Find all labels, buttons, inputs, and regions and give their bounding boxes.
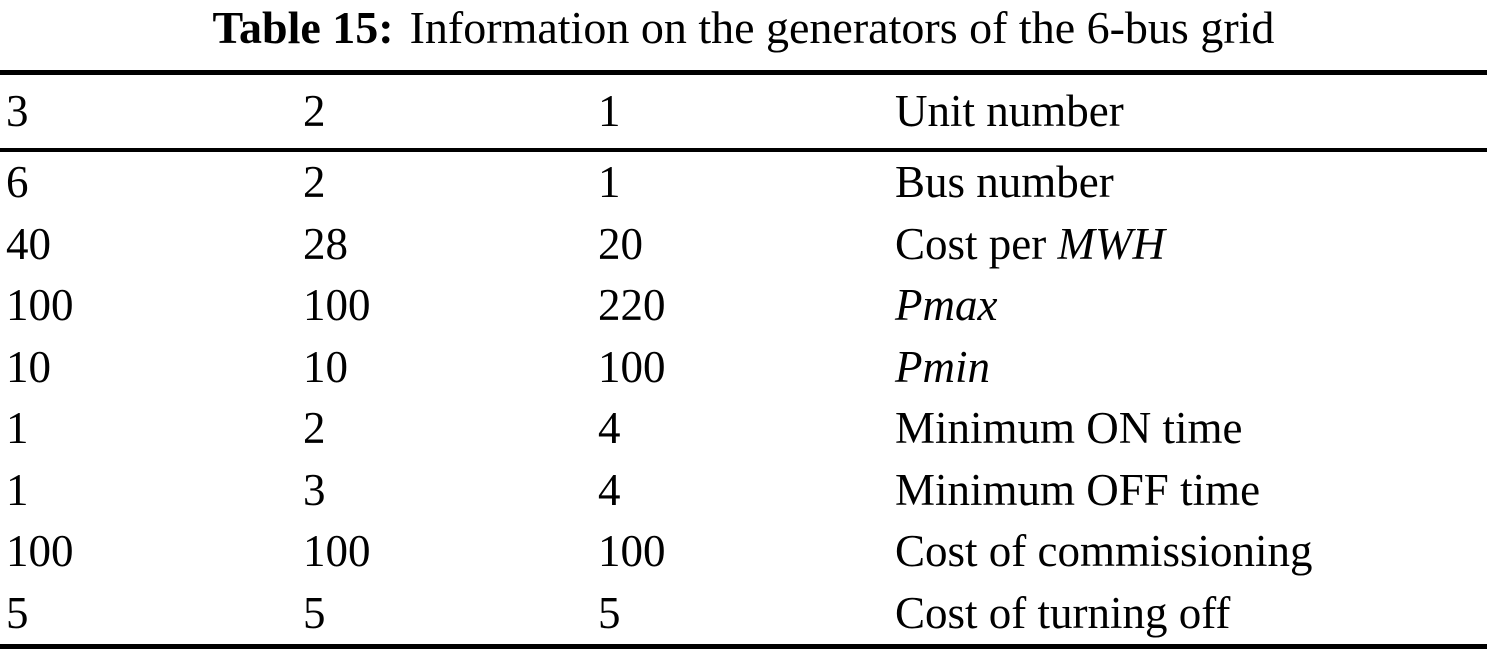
row-label: Cost of turning off [889, 587, 1487, 638]
unit3-value: 10 [6, 341, 51, 392]
table-row: 10 10 100 Pmin [0, 337, 1487, 399]
table-header-rule [0, 148, 1487, 152]
row-label: Pmax [889, 283, 1487, 328]
unit2-value: 2 [303, 403, 326, 454]
table-row: 40 28 20 Cost per MWH [0, 214, 1487, 276]
unit1-value: 5 [598, 587, 621, 638]
unit3-value: 100 [6, 526, 74, 577]
unit1-value: 4 [598, 464, 621, 515]
table-caption: Table 15: Information on the generators o… [0, 2, 1487, 55]
unit1-value: 100 [598, 341, 666, 392]
row-label-italic: Pmin [895, 341, 990, 392]
unit2-value: 100 [303, 526, 371, 577]
header-row-label: Unit number [895, 86, 1124, 136]
header-unit1-value: 1 [598, 86, 621, 136]
table-row: 100 100 220 Pmax [0, 275, 1487, 337]
table-header-row: 3 2 1 Unit number [0, 75, 1487, 148]
unit2-value: 5 [303, 587, 326, 638]
row-label: Bus number [889, 160, 1487, 205]
unit2-value: 28 [303, 218, 348, 269]
row-label-italic: MWH [1057, 218, 1165, 269]
row-label-roman: Minimum ON time [895, 403, 1243, 454]
table-top-rule [0, 70, 1487, 75]
row-label-roman: Bus number [895, 157, 1114, 208]
unit1-value: 4 [598, 403, 621, 454]
header-unit2-value: 2 [303, 86, 326, 136]
generators-table: 3 2 1 Unit number 6 2 1 Bus number 40 28… [0, 70, 1487, 649]
row-label-roman: Cost of turning off [895, 587, 1231, 638]
header-unit3-value: 3 [6, 86, 29, 136]
unit2-value: 10 [303, 341, 348, 392]
unit1-value: 220 [598, 280, 666, 331]
unit3-value: 1 [6, 464, 29, 515]
unit1-value: 100 [598, 526, 666, 577]
table-row: 1 2 4 Minimum ON time [0, 398, 1487, 460]
row-label-roman: Minimum OFF time [895, 464, 1261, 515]
table-row: 5 5 5 Cost of turning off [0, 583, 1487, 645]
unit1-value: 1 [598, 157, 621, 208]
unit2-value: 2 [303, 157, 326, 208]
unit1-value: 20 [598, 218, 643, 269]
row-label-roman: Cost of commissioning [895, 526, 1313, 577]
table-row: 100 100 100 Cost of commissioning [0, 521, 1487, 583]
table-row: 6 2 1 Bus number [0, 152, 1487, 214]
table-caption-number: Table 15: [212, 2, 394, 53]
row-label: Minimum ON time [889, 406, 1487, 451]
row-label-italic: Pmax [895, 280, 998, 331]
unit3-value: 6 [6, 157, 29, 208]
table-bottom-rule [0, 644, 1487, 649]
unit3-value: 100 [6, 280, 74, 331]
unit2-value: 100 [303, 280, 371, 331]
table-row: 1 3 4 Minimum OFF time [0, 460, 1487, 522]
table-caption-text: Information on the generators of the 6-b… [409, 2, 1275, 53]
unit3-value: 5 [6, 587, 29, 638]
row-label: Cost per MWH [889, 218, 1487, 269]
row-label: Cost of commissioning [889, 529, 1487, 574]
unit2-value: 3 [303, 464, 326, 515]
unit3-value: 40 [6, 218, 51, 269]
row-label-roman: Cost per [895, 218, 1058, 269]
unit3-value: 1 [6, 403, 29, 454]
row-label: Pmin [889, 341, 1487, 392]
row-label: Minimum OFF time [889, 464, 1487, 515]
